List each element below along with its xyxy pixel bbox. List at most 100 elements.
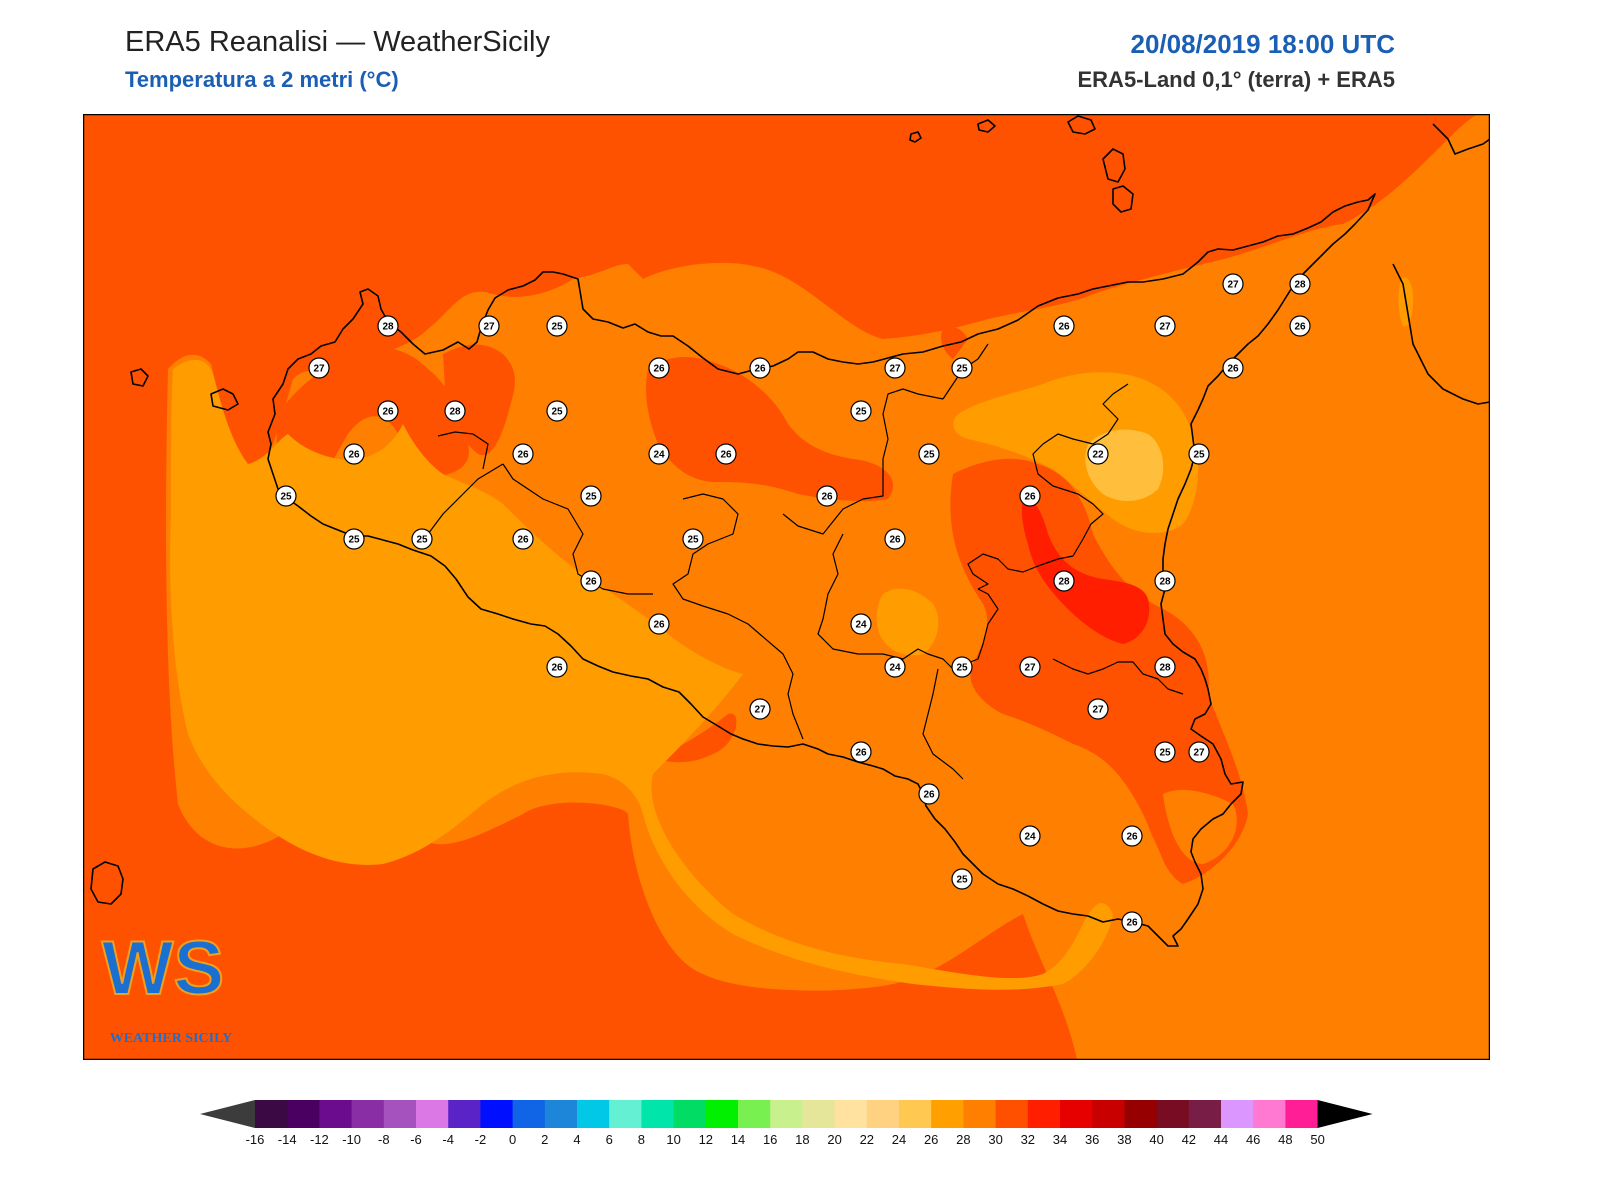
station-circle — [1121, 825, 1143, 847]
station-marker: 25 — [546, 315, 568, 337]
station-value: 27 — [889, 364, 901, 375]
field-band-28-central — [646, 357, 894, 502]
station-marker: 26 — [715, 443, 737, 465]
station-marker: 26 — [1121, 911, 1143, 933]
station-value: 26 — [382, 407, 394, 418]
station-marker: 28 — [444, 400, 466, 422]
colorbar-cell — [1092, 1100, 1125, 1128]
station-value: 28 — [1159, 577, 1171, 588]
station-marker: 25 — [1154, 741, 1176, 763]
colorbar-cell — [609, 1100, 642, 1128]
colorbar-cell — [995, 1100, 1029, 1128]
colorbar-tick-label: 44 — [1214, 1132, 1228, 1147]
map-title: ERA5 Reanalisi — WeatherSicily — [125, 26, 550, 58]
station-circle — [1154, 315, 1176, 337]
colorbar-tick-label: 34 — [1053, 1132, 1067, 1147]
data-source: ERA5-Land 0,1° (terra) + ERA5 — [1077, 67, 1396, 92]
station-value: 22 — [1092, 450, 1104, 461]
station-marker: 26 — [1121, 825, 1143, 847]
station-value: 26 — [551, 663, 563, 674]
province-boundary — [502, 463, 653, 595]
station-marker: 25 — [411, 528, 433, 550]
station-circle — [1053, 570, 1075, 592]
temperature-colorbar: -16 -14 -12 -10 -8 -6 -4 -2 0 2 4 6 8 10 12 14 16 18 20 22 2… — [200, 1100, 1373, 1147]
island-lipari — [1102, 148, 1126, 183]
colorbar-cell — [931, 1100, 964, 1128]
station-value: 25 — [280, 492, 292, 503]
station-marker: 26 — [343, 443, 365, 465]
station-marker: 26 — [648, 613, 670, 635]
colorbar-cell — [544, 1100, 578, 1128]
station-value: 25 — [687, 535, 699, 546]
station-layer: 28 27 25 27 26 28 25 26 26 26 26 24 26 25 25 25 25 26 25 26… — [275, 273, 1311, 933]
calabria-coastline — [1392, 123, 1490, 405]
station-value: 26 — [720, 450, 732, 461]
province-boundary — [437, 431, 489, 470]
colorbar-cell — [319, 1100, 353, 1128]
station-value: 26 — [855, 748, 867, 759]
colorbar-tick-label: 28 — [956, 1132, 970, 1147]
colorbar-cell — [480, 1100, 514, 1128]
station-circle — [1087, 443, 1109, 465]
colorbar-tick-label: -16 — [246, 1132, 265, 1147]
station-value: 26 — [754, 364, 766, 375]
station-marker: 25 — [682, 528, 704, 550]
station-circle — [749, 357, 771, 379]
station-marker: 28 — [1154, 570, 1176, 592]
colorbar-cell — [866, 1100, 900, 1128]
colorbar-cell — [834, 1100, 868, 1128]
colorbar-tick-label: 12 — [699, 1132, 713, 1147]
island-vulcano — [1112, 185, 1134, 213]
station-value: 26 — [1126, 918, 1138, 929]
colorbar-over-arrow — [1317, 1100, 1373, 1128]
field-band-24-inland — [876, 588, 939, 656]
station-marker: 26 — [1289, 315, 1311, 337]
station-marker: 26 — [884, 528, 906, 550]
station-marker: 27 — [308, 357, 330, 379]
station-value: 26 — [653, 620, 665, 631]
station-circle — [850, 613, 872, 635]
station-circle — [512, 443, 534, 465]
colorbar-cell — [1156, 1100, 1190, 1128]
station-value: 28 — [1159, 663, 1171, 674]
station-circle — [546, 400, 568, 422]
station-marker: 25 — [951, 656, 973, 678]
station-marker: 27 — [1222, 273, 1244, 295]
island-alicudi — [977, 119, 996, 133]
station-circle — [343, 443, 365, 465]
colorbar-tick-label: -8 — [378, 1132, 390, 1147]
station-value: 26 — [889, 535, 901, 546]
colorbar-cell — [1221, 1100, 1254, 1128]
station-marker: 26 — [749, 357, 771, 379]
field-band-24-south — [170, 359, 1113, 990]
station-marker: 24 — [648, 443, 670, 465]
station-marker: 26 — [546, 656, 568, 678]
station-value: 27 — [1024, 663, 1036, 674]
station-value: 27 — [1227, 280, 1239, 291]
station-marker: 26 — [816, 485, 838, 507]
station-value: 26 — [653, 364, 665, 375]
station-circle — [951, 868, 973, 890]
colorbar-tick-label: 30 — [988, 1132, 1002, 1147]
colorbar-under-arrow — [200, 1100, 255, 1128]
station-circle — [308, 357, 330, 379]
station-marker: 26 — [648, 357, 670, 379]
station-circle — [884, 357, 906, 379]
colorbar-cell — [770, 1100, 803, 1128]
station-circle — [816, 485, 838, 507]
station-marker: 27 — [1188, 741, 1210, 763]
colorbar-cell — [448, 1100, 481, 1128]
station-circle — [1289, 315, 1311, 337]
station-value: 25 — [348, 535, 360, 546]
colorbar-cell — [641, 1100, 675, 1128]
field-band-28-west2 — [443, 344, 515, 456]
colorbar-cell — [577, 1100, 610, 1128]
station-value: 26 — [1294, 322, 1306, 333]
field-band-28-east — [950, 458, 1248, 884]
colorbar-cell — [1253, 1100, 1286, 1128]
province-boundary — [817, 533, 999, 670]
province-boundary — [967, 433, 1104, 590]
station-circle — [884, 528, 906, 550]
station-value: 24 — [855, 620, 867, 631]
colorbar-tick-label: 40 — [1149, 1132, 1163, 1147]
